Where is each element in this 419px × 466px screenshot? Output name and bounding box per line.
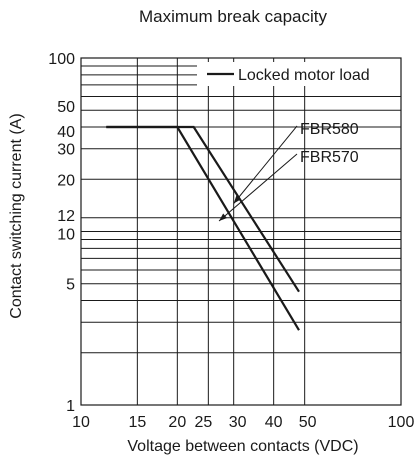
x-tick-label: 100 xyxy=(388,414,415,431)
y-tick-label: 100 xyxy=(48,51,75,68)
y-tick-label: 20 xyxy=(57,172,75,189)
x-tick-label: 15 xyxy=(128,414,146,431)
legend-label: Locked motor load xyxy=(238,67,370,84)
x-tick-label: 25 xyxy=(194,414,212,431)
x-tick-label: 30 xyxy=(229,414,247,431)
x-tick-label: 10 xyxy=(72,414,90,431)
y-tick-label: 40 xyxy=(57,124,75,141)
y-tick-label: 50 xyxy=(57,99,75,116)
y-tick-label: 10 xyxy=(57,227,75,244)
y-tick-label: 5 xyxy=(66,277,75,294)
grid xyxy=(80,57,402,406)
annotation-label-fbr570: FBR570 xyxy=(300,149,359,166)
x-tick-label: 20 xyxy=(168,414,186,431)
series-line-fbr570 xyxy=(106,125,300,331)
annotation-arrowhead xyxy=(219,213,228,221)
series-lines xyxy=(106,125,300,331)
legend: Locked motor load xyxy=(197,62,400,86)
y-tick-label: 1 xyxy=(66,398,75,415)
y-tick-label: 30 xyxy=(57,142,75,159)
annotations: FBR580 FBR570 xyxy=(218,121,359,222)
x-tick-label: 50 xyxy=(299,414,317,431)
annotation-leader xyxy=(218,153,298,222)
annotation-label-fbr580: FBR580 xyxy=(300,121,359,138)
y-tick-label: 12 xyxy=(57,208,75,225)
annotation-leader xyxy=(233,125,298,204)
x-axis-label: Voltage between contacts (VDC) xyxy=(127,438,358,455)
plot-frame xyxy=(80,57,402,406)
y-axis-label: Contact switching current (A) xyxy=(8,113,25,318)
chart-title: Maximum break capacity xyxy=(139,7,328,26)
series-line-fbr580 xyxy=(106,125,300,293)
annotation-arrowhead xyxy=(233,195,242,204)
x-tick-label: 40 xyxy=(265,414,283,431)
